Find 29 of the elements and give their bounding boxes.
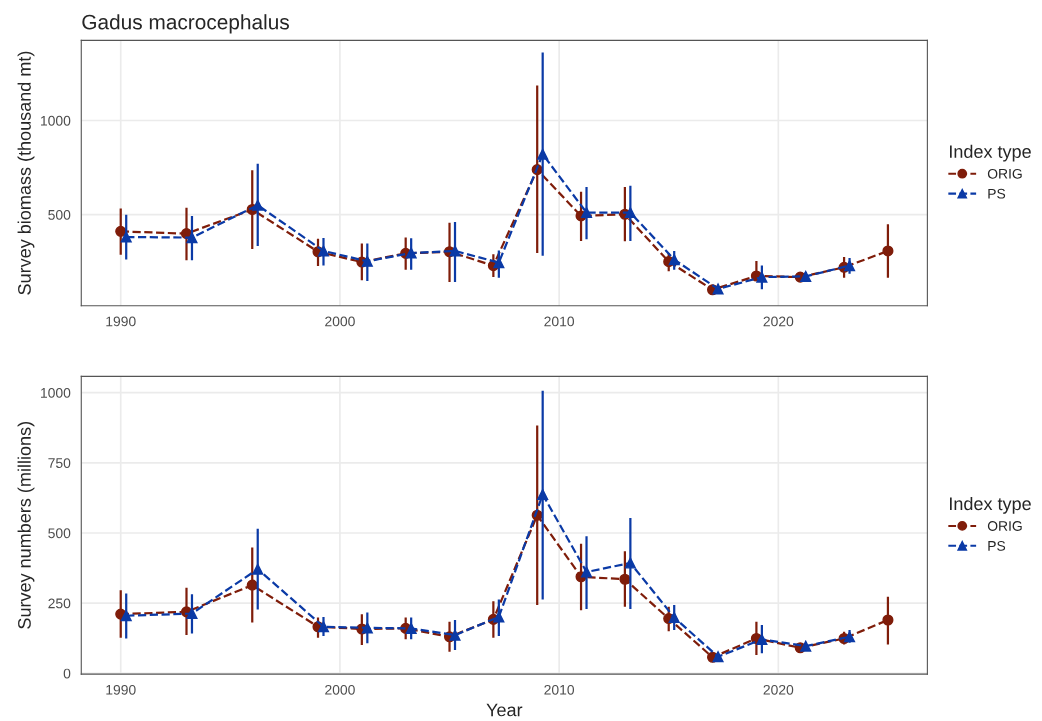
legend-label: ORIG: [987, 521, 1022, 531]
x-tick-label: 2000: [325, 316, 355, 327]
y-tick-label: 250: [48, 598, 71, 609]
x-tick-label: 2010: [544, 684, 575, 695]
x-axis-title: Year: [486, 703, 523, 717]
y-tick-label: 500: [48, 209, 71, 220]
legend-title: Index type: [950, 496, 1031, 514]
x-tick-label: 2020: [763, 316, 794, 327]
y-tick-label: 750: [48, 458, 71, 468]
y-tick-label: 0: [63, 668, 71, 679]
y-axis-title: Survey numbers (millions): [17, 422, 35, 629]
point: [712, 651, 724, 663]
y-tick-label: 500: [48, 528, 71, 539]
x-tick-label: 2020: [763, 684, 794, 695]
x-tick-label: 1990: [106, 316, 136, 327]
y-axis-title: Survey biomass (thousand mt): [17, 51, 35, 295]
y-tick-label: 1000: [41, 115, 71, 126]
legend-label: ORIG: [987, 168, 1022, 179]
point: [800, 270, 812, 282]
x-tick-label: 2000: [325, 684, 355, 695]
legend-label: PS: [988, 540, 1006, 551]
y-tick-label: 1000: [41, 387, 71, 398]
legend-title: Index type: [950, 144, 1031, 162]
x-tick-label: 1990: [106, 684, 136, 695]
x-tick-label: 2010: [544, 316, 575, 327]
point: [712, 283, 724, 295]
chart-title: Gadus macrocephalus: [82, 14, 289, 34]
point: [800, 640, 812, 652]
legend-label: PS: [988, 188, 1006, 199]
